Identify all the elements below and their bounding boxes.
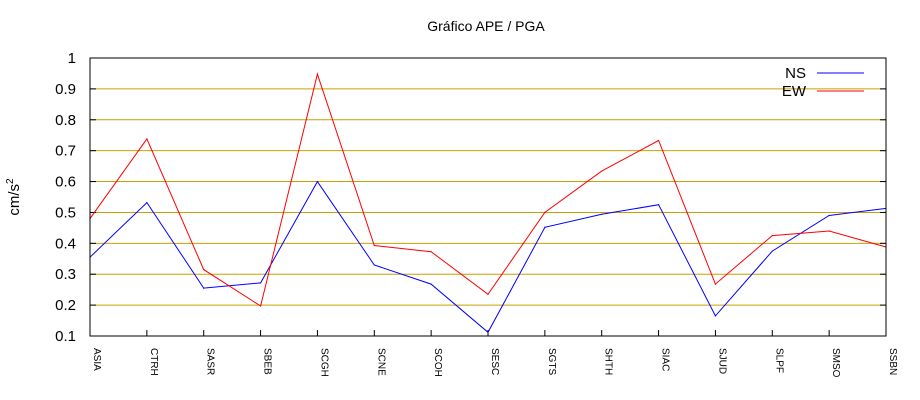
data-point-ew <box>259 305 262 307</box>
x-tick-label: ASIA <box>91 348 102 371</box>
data-point-ew <box>544 211 546 214</box>
chart-title: Gráfico APE / PGA <box>427 18 545 34</box>
x-tick-label: SBEB <box>262 348 273 375</box>
data-point-ew <box>714 283 717 285</box>
x-tick-label: SMSO <box>830 348 841 378</box>
data-point-ns <box>373 264 375 266</box>
y-axis-label-exponent: 2 <box>5 178 16 184</box>
data-point-ew <box>430 251 432 253</box>
legend-label-ew: EW <box>782 83 807 100</box>
data-point-ns <box>259 282 262 284</box>
data-point-ns <box>828 214 830 217</box>
x-tick-label: CTRH <box>148 348 159 376</box>
x-tick-label: SASR <box>205 348 216 375</box>
data-point-ew <box>771 235 773 237</box>
data-point-ew <box>316 73 319 75</box>
x-tick-label: SIAC <box>660 348 671 371</box>
y-tick-label: 0.5 <box>55 204 76 221</box>
y-axis-ticks: 0.1 0.2 0.3 0.4 0.5 0.6 0.7 0.8 0.9 1 <box>55 50 886 345</box>
data-point-ns <box>601 213 603 215</box>
x-tick-label: SSBN <box>887 348 898 375</box>
y-tick-label: 0.8 <box>55 112 76 129</box>
data-point-ew <box>657 139 660 142</box>
data-point-ns <box>714 315 717 317</box>
data-point-ns <box>487 331 489 333</box>
data-point-ns <box>544 226 546 228</box>
plot-frame <box>89 57 887 337</box>
series-line-ew <box>89 72 887 307</box>
y-tick-label: 0.4 <box>55 235 76 252</box>
x-tick-label: SCGH <box>318 348 329 377</box>
y-tick-label: 0.2 <box>55 297 76 314</box>
y-tick-label: 0.3 <box>55 266 76 283</box>
x-tick-label: SJUD <box>716 348 727 374</box>
data-point-ns <box>146 201 148 204</box>
x-tick-label: SHTH <box>603 348 614 375</box>
series-line-ns <box>89 180 887 334</box>
data-point-ns <box>430 283 432 285</box>
data-point-ew <box>487 293 489 295</box>
data-point-ew <box>203 268 205 271</box>
y-tick-label: 0.1 <box>55 328 76 345</box>
series-group <box>89 72 887 334</box>
y-axis-label-unit: cm/s <box>6 184 23 216</box>
y-tick-label: 1 <box>68 50 76 67</box>
y-tick-label: 0.6 <box>55 174 76 191</box>
data-point-ew <box>828 230 830 232</box>
x-axis-ticks: ASIA CTRH SASR SBEB SCGH SCNE SCOH SESC SGTS SHTH… <box>89 330 898 378</box>
data-point-ns <box>316 180 319 183</box>
x-tick-label: SGTS <box>546 348 557 376</box>
x-tick-label: SLPF <box>773 348 784 373</box>
x-tick-label: SESC <box>489 348 500 375</box>
y-axis-label: cm/s2 <box>5 178 23 216</box>
data-point-ew <box>373 244 375 247</box>
grid <box>90 88 886 306</box>
x-tick-label: SCNE <box>375 348 386 376</box>
y-tick-label: 0.9 <box>55 81 76 98</box>
data-point-ew <box>146 138 148 140</box>
data-point-ew <box>601 170 603 172</box>
data-point-ns <box>203 287 205 289</box>
data-point-ns <box>657 204 660 206</box>
legend-label-ns: NS <box>785 65 806 82</box>
y-tick-label: 0.7 <box>55 143 76 160</box>
x-tick-label: SCOH <box>432 348 443 377</box>
data-point-ns <box>771 250 773 252</box>
